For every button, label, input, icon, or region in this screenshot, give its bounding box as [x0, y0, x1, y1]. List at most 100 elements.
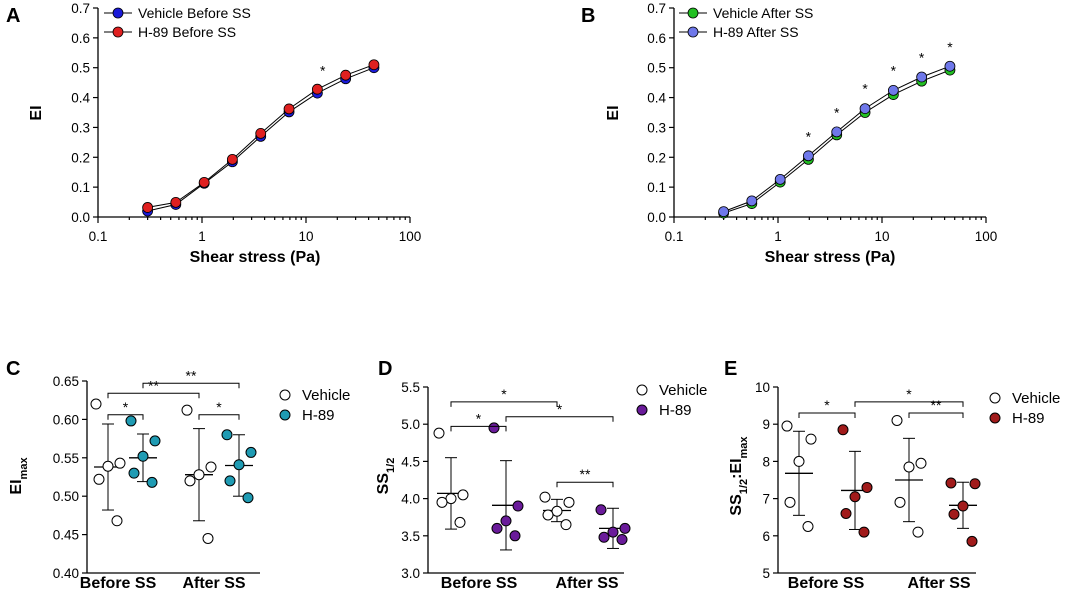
comparison-bracket: *: [854, 386, 964, 407]
group-vehicle-1: [539, 491, 575, 531]
y-tick-label: 8: [762, 454, 770, 469]
y-tick-label: 0.65: [53, 374, 79, 389]
x-tick-label: 0.1: [665, 229, 684, 244]
x-category-label: After SS: [907, 575, 970, 592]
panel-letter: E: [724, 358, 737, 380]
data-point: [969, 478, 981, 490]
data-point: [887, 85, 899, 96]
significance-label: *: [891, 63, 897, 79]
data-point: [221, 429, 233, 441]
data-point: [781, 420, 793, 432]
data-point: [912, 526, 924, 538]
y-tick-label: 5: [762, 566, 770, 581]
legend-marker: [279, 389, 291, 401]
significance-label: *: [557, 401, 563, 417]
data-point: [595, 504, 607, 516]
bracket-line: [556, 481, 614, 488]
x-axis-title: Shear stress (Pa): [765, 249, 896, 266]
y-axis-title-main: EI: [8, 479, 25, 494]
y-axis-title-subscript: 1/2: [385, 458, 397, 473]
y-tick-label: 0.2: [647, 150, 666, 165]
data-point: [137, 450, 149, 462]
series-vehicle-before-ss: [142, 62, 380, 217]
y-tick-label: 0.4: [647, 91, 666, 106]
legend-marker: [687, 7, 699, 19]
data-point: [542, 509, 554, 521]
data-point: [102, 460, 114, 472]
data-point: [916, 71, 928, 83]
x-tick-label: 100: [399, 229, 422, 244]
data-point: [170, 196, 182, 208]
data-point: [436, 496, 448, 508]
comparison-bracket: *: [505, 401, 614, 422]
x-category-label: Before SS: [788, 575, 865, 592]
y-tick-label: 9: [762, 417, 770, 432]
y-tick-label: 0.3: [71, 120, 90, 135]
data-point: [111, 515, 123, 527]
data-point: [793, 455, 805, 467]
data-point: [90, 398, 102, 410]
panel-a: A 0.0 0.1 0.2 0.3 0.4 0.5 0.6 0.7 0.1 1 10 100 Shear …: [6, 1, 421, 266]
y-axis-title-subscript: max: [18, 457, 30, 480]
legend-marker: [687, 26, 699, 38]
legend-marker: [112, 26, 124, 38]
data-point: [849, 491, 861, 503]
group-h-89-1: [945, 477, 981, 547]
y-tick-label: 0.7: [71, 1, 90, 16]
comparison-bracket: **: [142, 367, 240, 389]
series-h-89-after-ss: [718, 60, 956, 218]
data-point: [802, 150, 814, 162]
y-axis-title: SS1/2: [375, 458, 397, 495]
significance-label: **: [931, 397, 942, 413]
data-point: [774, 173, 786, 185]
y-tick-label: 0.0: [71, 210, 90, 225]
data-point: [894, 496, 906, 508]
data-point: [831, 126, 843, 138]
series-line: [723, 69, 951, 214]
panel-c: C 0.40 0.45 0.50 0.55 0.60 0.65 Before SS After …: [6, 358, 350, 592]
significance-label: **: [580, 466, 591, 482]
data-point: [746, 195, 758, 207]
y-tick-label: 0.7: [647, 1, 666, 16]
y-axis-title-subscript: 1/2: [738, 479, 750, 494]
x-category-label: After SS: [555, 575, 618, 592]
data-point: [193, 469, 205, 481]
bracket-line: [450, 425, 507, 432]
legend-marker: [279, 409, 291, 421]
comparison-bracket: **: [556, 466, 614, 488]
comparison-bracket: *: [450, 410, 507, 432]
data-point: [858, 526, 870, 538]
y-tick-label: 0.1: [647, 180, 666, 195]
significance-label: *: [834, 105, 840, 121]
group-h-89-1: [221, 429, 257, 504]
y-tick-label: 3.5: [401, 529, 420, 544]
y-tick-label: 0.45: [53, 528, 79, 543]
panel-b: B 0.0 0.1 0.2 0.3 0.4 0.5 0.6 0.7 0.1 1 10 100 Shear …: [581, 1, 997, 266]
data-point: [966, 535, 978, 547]
group-vehicle-0: [781, 420, 817, 532]
y-tick-label: 4.0: [401, 492, 420, 507]
significance-label: *: [501, 386, 507, 402]
y-tick-label: 10: [755, 380, 770, 395]
data-point: [205, 461, 217, 473]
y-tick-label: 6: [762, 529, 770, 544]
data-point: [859, 103, 871, 115]
panel-letter: A: [6, 5, 20, 27]
y-axis-title-main: SS: [728, 494, 745, 516]
data-point: [539, 491, 551, 503]
data-point: [233, 459, 245, 471]
y-tick-label: 5.0: [401, 417, 420, 432]
y-tick-label: 0.5: [647, 61, 666, 76]
group-vehicle-0: [90, 398, 126, 527]
y-tick-label: 0.2: [71, 150, 90, 165]
legend-marker: [989, 412, 1001, 424]
x-tick-label: 1: [198, 229, 206, 244]
y-axis-title: EI: [605, 105, 622, 120]
data-point: [202, 532, 214, 544]
y-tick-label: 0.3: [647, 120, 666, 135]
significance-label: *: [320, 63, 326, 79]
bracket-line: [505, 416, 614, 422]
bracket-line: [142, 382, 240, 389]
